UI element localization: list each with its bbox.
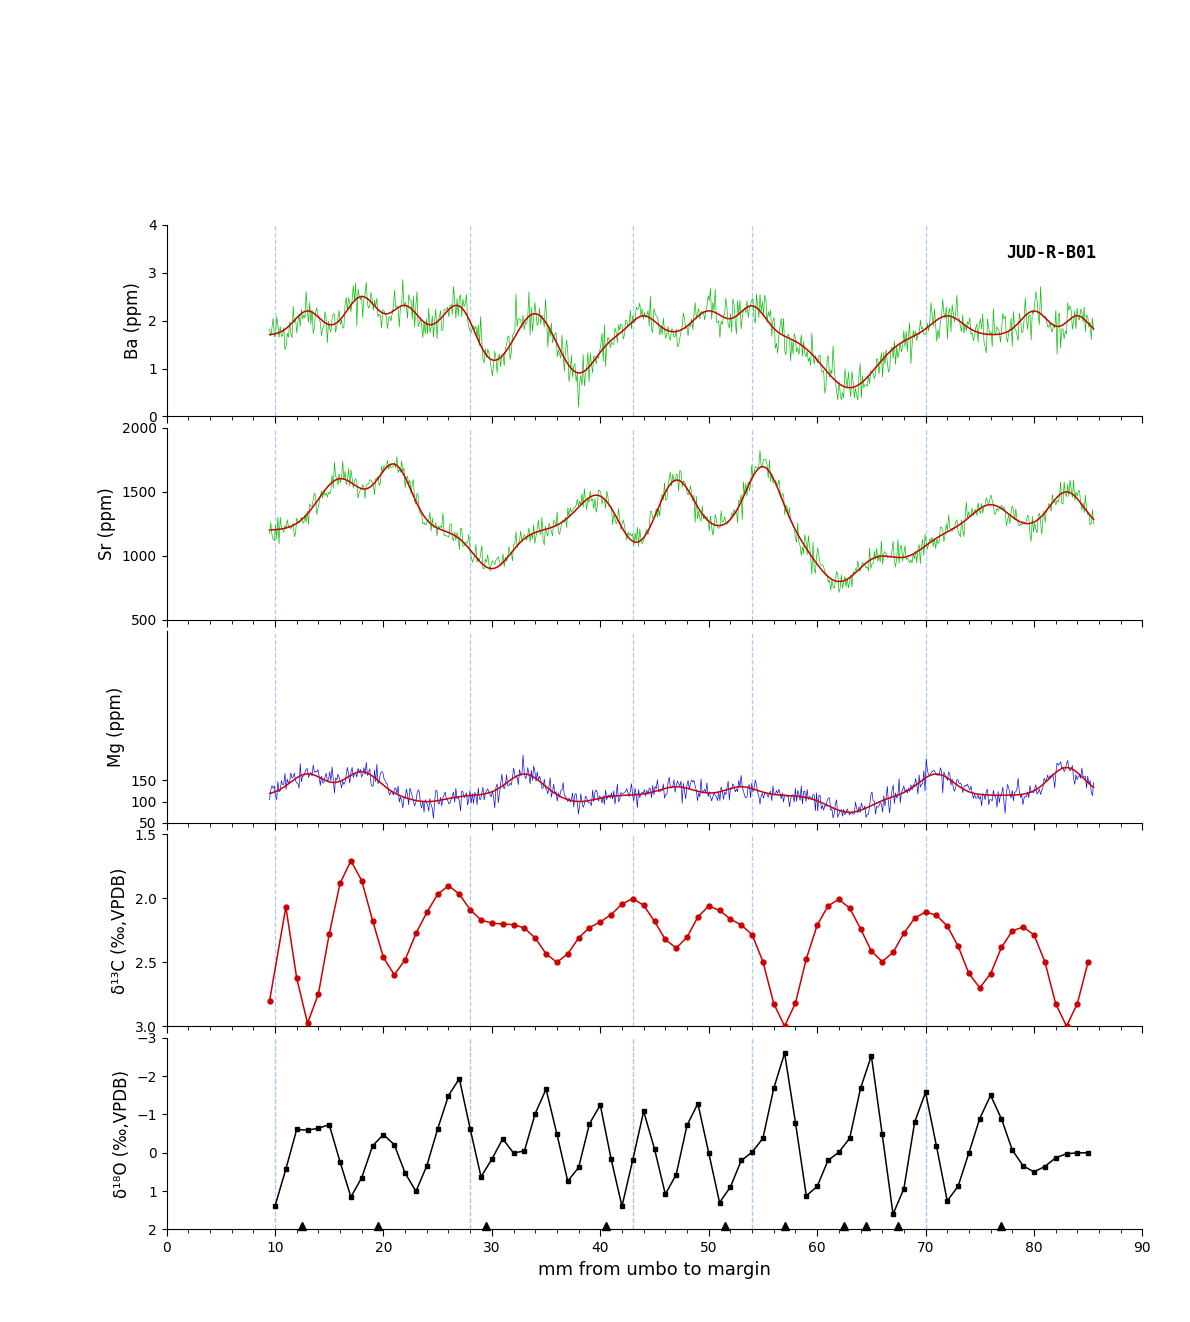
Y-axis label: δ¹³C (‰,VPDB): δ¹³C (‰,VPDB) <box>112 867 130 994</box>
Y-axis label: Mg (ppm): Mg (ppm) <box>107 687 125 767</box>
Y-axis label: Ba (ppm): Ba (ppm) <box>125 282 143 360</box>
Y-axis label: δ¹⁸O (‰,VPDB): δ¹⁸O (‰,VPDB) <box>113 1069 131 1198</box>
Text: JUD-R-B01: JUD-R-B01 <box>1006 245 1096 262</box>
Y-axis label: Sr (ppm): Sr (ppm) <box>99 488 117 561</box>
X-axis label: mm from umbo to margin: mm from umbo to margin <box>538 1261 771 1278</box>
